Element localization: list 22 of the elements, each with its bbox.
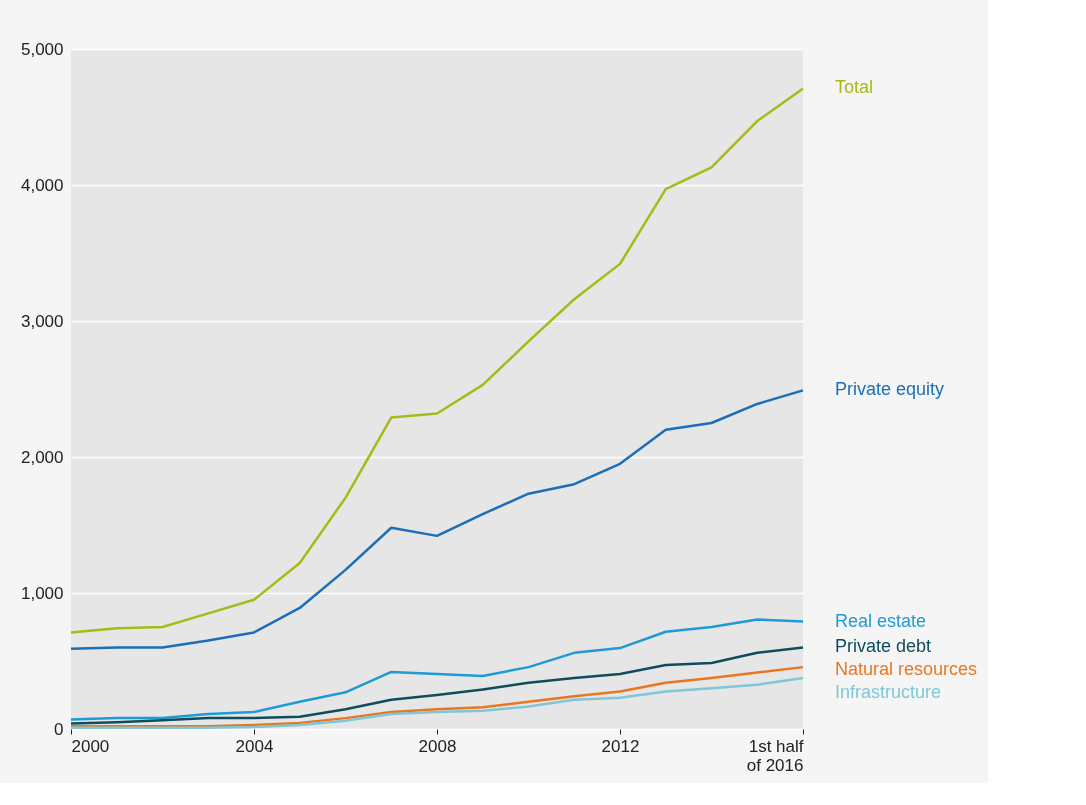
y-tick-label: 1,000 <box>20 583 64 603</box>
y-tick-label: 5,000 <box>20 39 64 59</box>
line-series <box>69 646 805 725</box>
series-label: Total <box>835 77 874 98</box>
series-label: Real estate <box>835 610 927 631</box>
line-series <box>69 389 805 651</box>
series-label: Natural resources <box>835 659 978 680</box>
series-label: Private debt <box>835 636 932 657</box>
line-series <box>69 618 805 721</box>
x-tick-label: 2008 <box>418 736 457 756</box>
line-series <box>69 676 805 729</box>
y-tick-label: 3,000 <box>20 311 64 331</box>
y-tick-label: 0 <box>54 719 64 739</box>
x-tick-label: 2000 <box>71 736 110 756</box>
x-tick-label: 2004 <box>235 736 274 756</box>
series-label: Private equity <box>835 379 945 400</box>
x-tick-label: 2012 <box>601 736 640 756</box>
line-series <box>69 87 805 634</box>
x-tick-label: 1st half of 2016 <box>746 736 804 775</box>
y-tick-label: 4,000 <box>20 175 64 195</box>
series-label: Infrastructure <box>835 682 942 703</box>
y-tick-label: 2,000 <box>20 447 64 467</box>
